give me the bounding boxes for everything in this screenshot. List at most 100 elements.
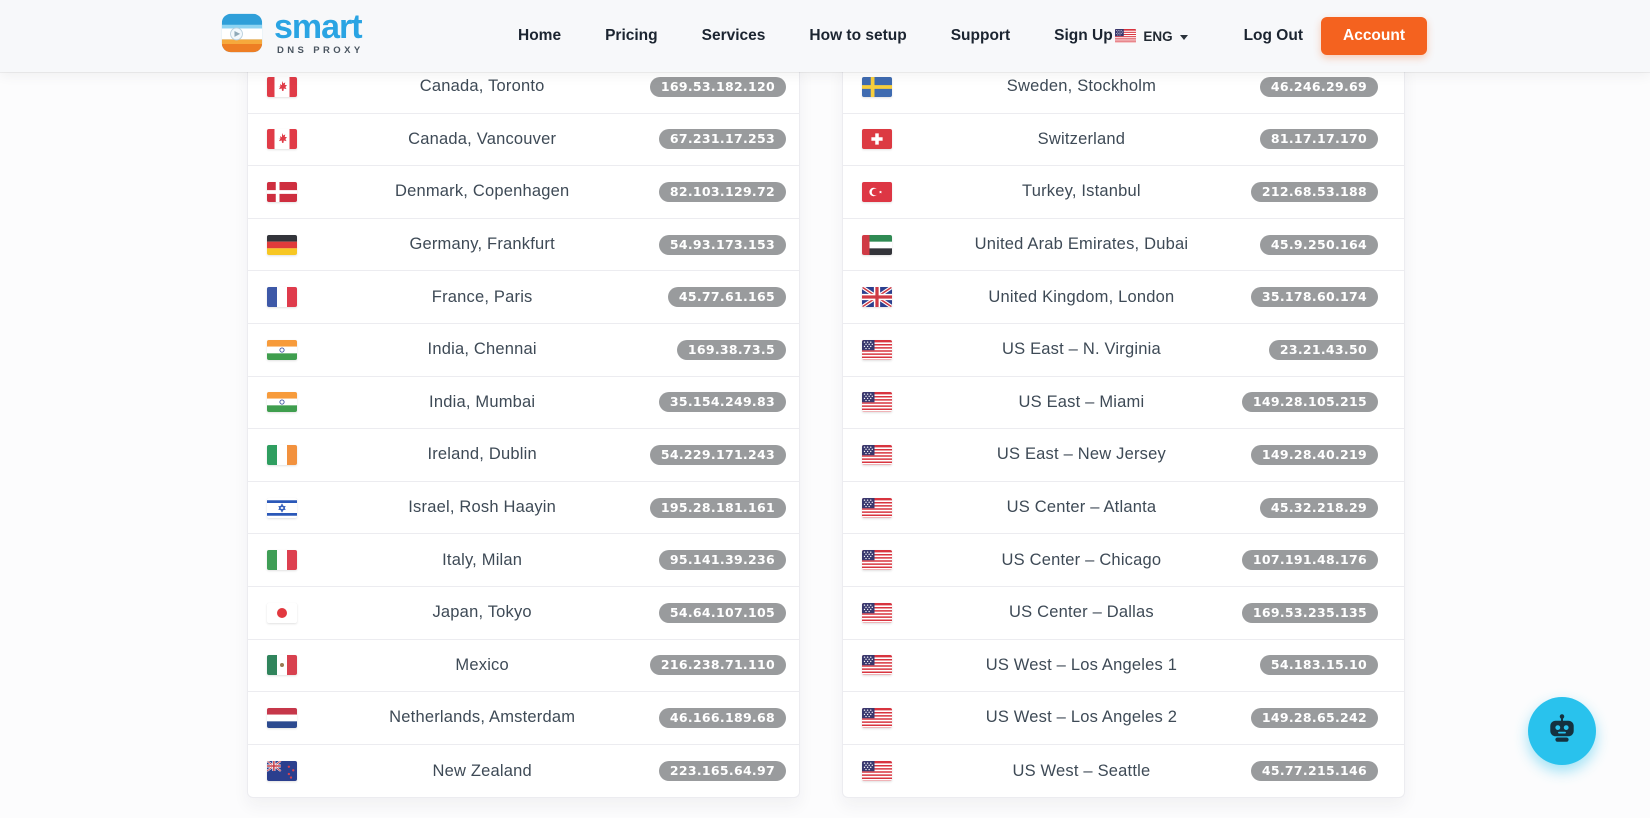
flag-ca-icon (267, 129, 297, 150)
flag-cell (248, 339, 331, 360)
flag-cell (843, 181, 927, 202)
brand-text: smart DNS PROXY (274, 10, 364, 56)
flag-cell (248, 602, 331, 623)
server-row: Sweden, Stockholm 46.246.29.69 (843, 61, 1404, 114)
flag-mx-icon (267, 655, 297, 676)
server-row: US Center – Chicago 107.191.48.176 (843, 534, 1404, 587)
server-row: US East – N. Virginia 23.21.43.50 (843, 324, 1404, 377)
ip-cell: 45.77.61.165 (634, 287, 799, 308)
chat-button[interactable] (1528, 697, 1596, 765)
flag-us-icon (862, 550, 892, 571)
flag-de-icon (267, 234, 297, 255)
server-location-label: US West – Los Angeles 1 (985, 655, 1178, 674)
flag-cell (248, 707, 331, 728)
server-row: Italy, Milan 95.141.39.236 (248, 534, 799, 587)
nav-item-home[interactable]: Home (518, 27, 562, 44)
flag-us-icon (862, 444, 892, 465)
ip-cell: 216.238.71.110 (634, 655, 799, 676)
server-location-label: US Center – Chicago (1001, 550, 1162, 569)
server-row: United Arab Emirates, Dubai 45.9.250.164 (843, 219, 1404, 272)
language-label: ENG (1143, 28, 1173, 44)
flag-ie-icon (267, 444, 297, 465)
flag-us-icon (862, 761, 892, 782)
ip-cell: 54.229.171.243 (634, 444, 799, 465)
server-row: US Center – Atlanta 45.32.218.29 (843, 482, 1404, 535)
ip-cell: 46.166.189.68 (634, 707, 799, 728)
flag-cell (248, 497, 331, 518)
language-selector[interactable]: ENG (1115, 28, 1188, 44)
nav-item-pricing[interactable]: Pricing (605, 27, 658, 44)
ip-cell: 45.32.218.29 (1236, 497, 1404, 518)
server-location-label: Israel, Rosh Haayin (408, 498, 557, 517)
server-row: Ireland, Dublin 54.229.171.243 (248, 429, 799, 482)
server-ip-badge: 149.28.105.215 (1241, 392, 1378, 413)
ip-cell: 95.141.39.236 (634, 550, 799, 571)
main-nav: Home Pricing Services How to setup Support Si… (518, 0, 1113, 72)
server-ip-badge: 67.231.17.253 (658, 129, 786, 150)
server-row: Mexico 216.238.71.110 (248, 640, 799, 693)
ip-cell: 169.53.182.120 (634, 76, 799, 97)
flag-fr-icon (267, 287, 297, 308)
server-ip-badge: 216.238.71.110 (649, 655, 786, 676)
flag-us-icon (862, 655, 892, 676)
server-ip-badge: 23.21.43.50 (1268, 339, 1378, 360)
server-ip-badge: 35.178.60.174 (1250, 287, 1378, 308)
server-location-label: US Center – Atlanta (1006, 498, 1157, 517)
flag-cell (843, 76, 927, 97)
flag-cell (248, 287, 331, 308)
server-ip-badge: 54.64.107.105 (658, 602, 786, 623)
ip-cell: 149.28.65.242 (1236, 707, 1404, 728)
server-location-label: US East – New Jersey (996, 445, 1166, 464)
server-row: US West – Los Angeles 1 54.183.15.10 (843, 640, 1404, 693)
ip-cell: 45.9.250.164 (1236, 234, 1404, 255)
server-ip-badge: 45.9.250.164 (1259, 234, 1378, 255)
server-row: US West – Los Angeles 2 149.28.65.242 (843, 692, 1404, 745)
ip-cell: 45.77.215.146 (1236, 761, 1404, 782)
flag-cell (843, 761, 927, 782)
server-location-label: Canada, Toronto (419, 77, 545, 96)
top-navigation-bar: smart DNS PROXY Home Pricing Services How t… (0, 0, 1650, 72)
flag-us-icon (862, 707, 892, 728)
server-ip-badge: 82.103.129.72 (658, 181, 786, 202)
server-row: Japan, Tokyo 54.64.107.105 (248, 587, 799, 640)
server-location-label: Germany, Frankfurt (409, 235, 555, 254)
flag-us-icon (862, 497, 892, 518)
server-row: US East – Miami 149.28.105.215 (843, 377, 1404, 430)
server-ip-badge: 45.77.61.165 (667, 287, 786, 308)
server-location-label: New Zealand (432, 761, 532, 780)
flag-in-icon (267, 339, 297, 360)
server-ip-badge: 195.28.181.161 (649, 497, 786, 518)
server-ip-badge: 46.246.29.69 (1259, 76, 1378, 97)
logout-button[interactable]: Log Out (1243, 27, 1303, 44)
server-ip-badge: 169.53.182.120 (649, 76, 786, 97)
flag-cell (248, 234, 331, 255)
flag-cell (843, 602, 927, 623)
nav-item-how-to-setup[interactable]: How to setup (809, 27, 907, 44)
nav-item-support[interactable]: Support (950, 27, 1011, 44)
flag-in-icon (267, 392, 297, 413)
flag-us-icon (862, 339, 892, 360)
account-button[interactable]: Account (1321, 17, 1427, 55)
server-ip-badge: 95.141.39.236 (658, 550, 786, 571)
server-location-label: India, Chennai (427, 340, 537, 359)
flag-cell (843, 655, 927, 676)
server-ip-badge: 45.77.215.146 (1250, 761, 1378, 782)
server-location-label: India, Mumbai (429, 392, 536, 411)
server-row: Israel, Rosh Haayin 195.28.181.161 (248, 482, 799, 535)
flag-us-icon (862, 602, 892, 623)
us-flag-icon (1115, 29, 1137, 43)
nav-item-sign-up[interactable]: Sign Up (1054, 27, 1113, 44)
flag-cell (843, 550, 927, 571)
smartdnsproxy-logo[interactable]: smart DNS PROXY (220, 10, 364, 56)
server-ip-badge: 45.32.218.29 (1259, 497, 1378, 518)
flag-nz-icon (267, 761, 297, 782)
nav-item-services[interactable]: Services (701, 27, 766, 44)
server-row: US West – Seattle 45.77.215.146 (843, 745, 1404, 798)
flag-cell (248, 761, 331, 782)
servers-table-left: Canada, Toronto 169.53.182.120 Canada, Van… (247, 61, 800, 799)
ip-cell: 23.21.43.50 (1236, 339, 1404, 360)
server-location-label: United Arab Emirates, Dubai (974, 235, 1189, 254)
flag-tr-icon (862, 181, 892, 202)
server-ip-badge: 54.93.173.153 (658, 234, 786, 255)
flag-dk-icon (267, 181, 297, 202)
